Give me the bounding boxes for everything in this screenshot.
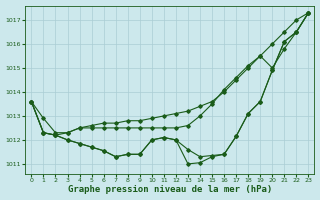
X-axis label: Graphe pression niveau de la mer (hPa): Graphe pression niveau de la mer (hPa) xyxy=(68,185,272,194)
